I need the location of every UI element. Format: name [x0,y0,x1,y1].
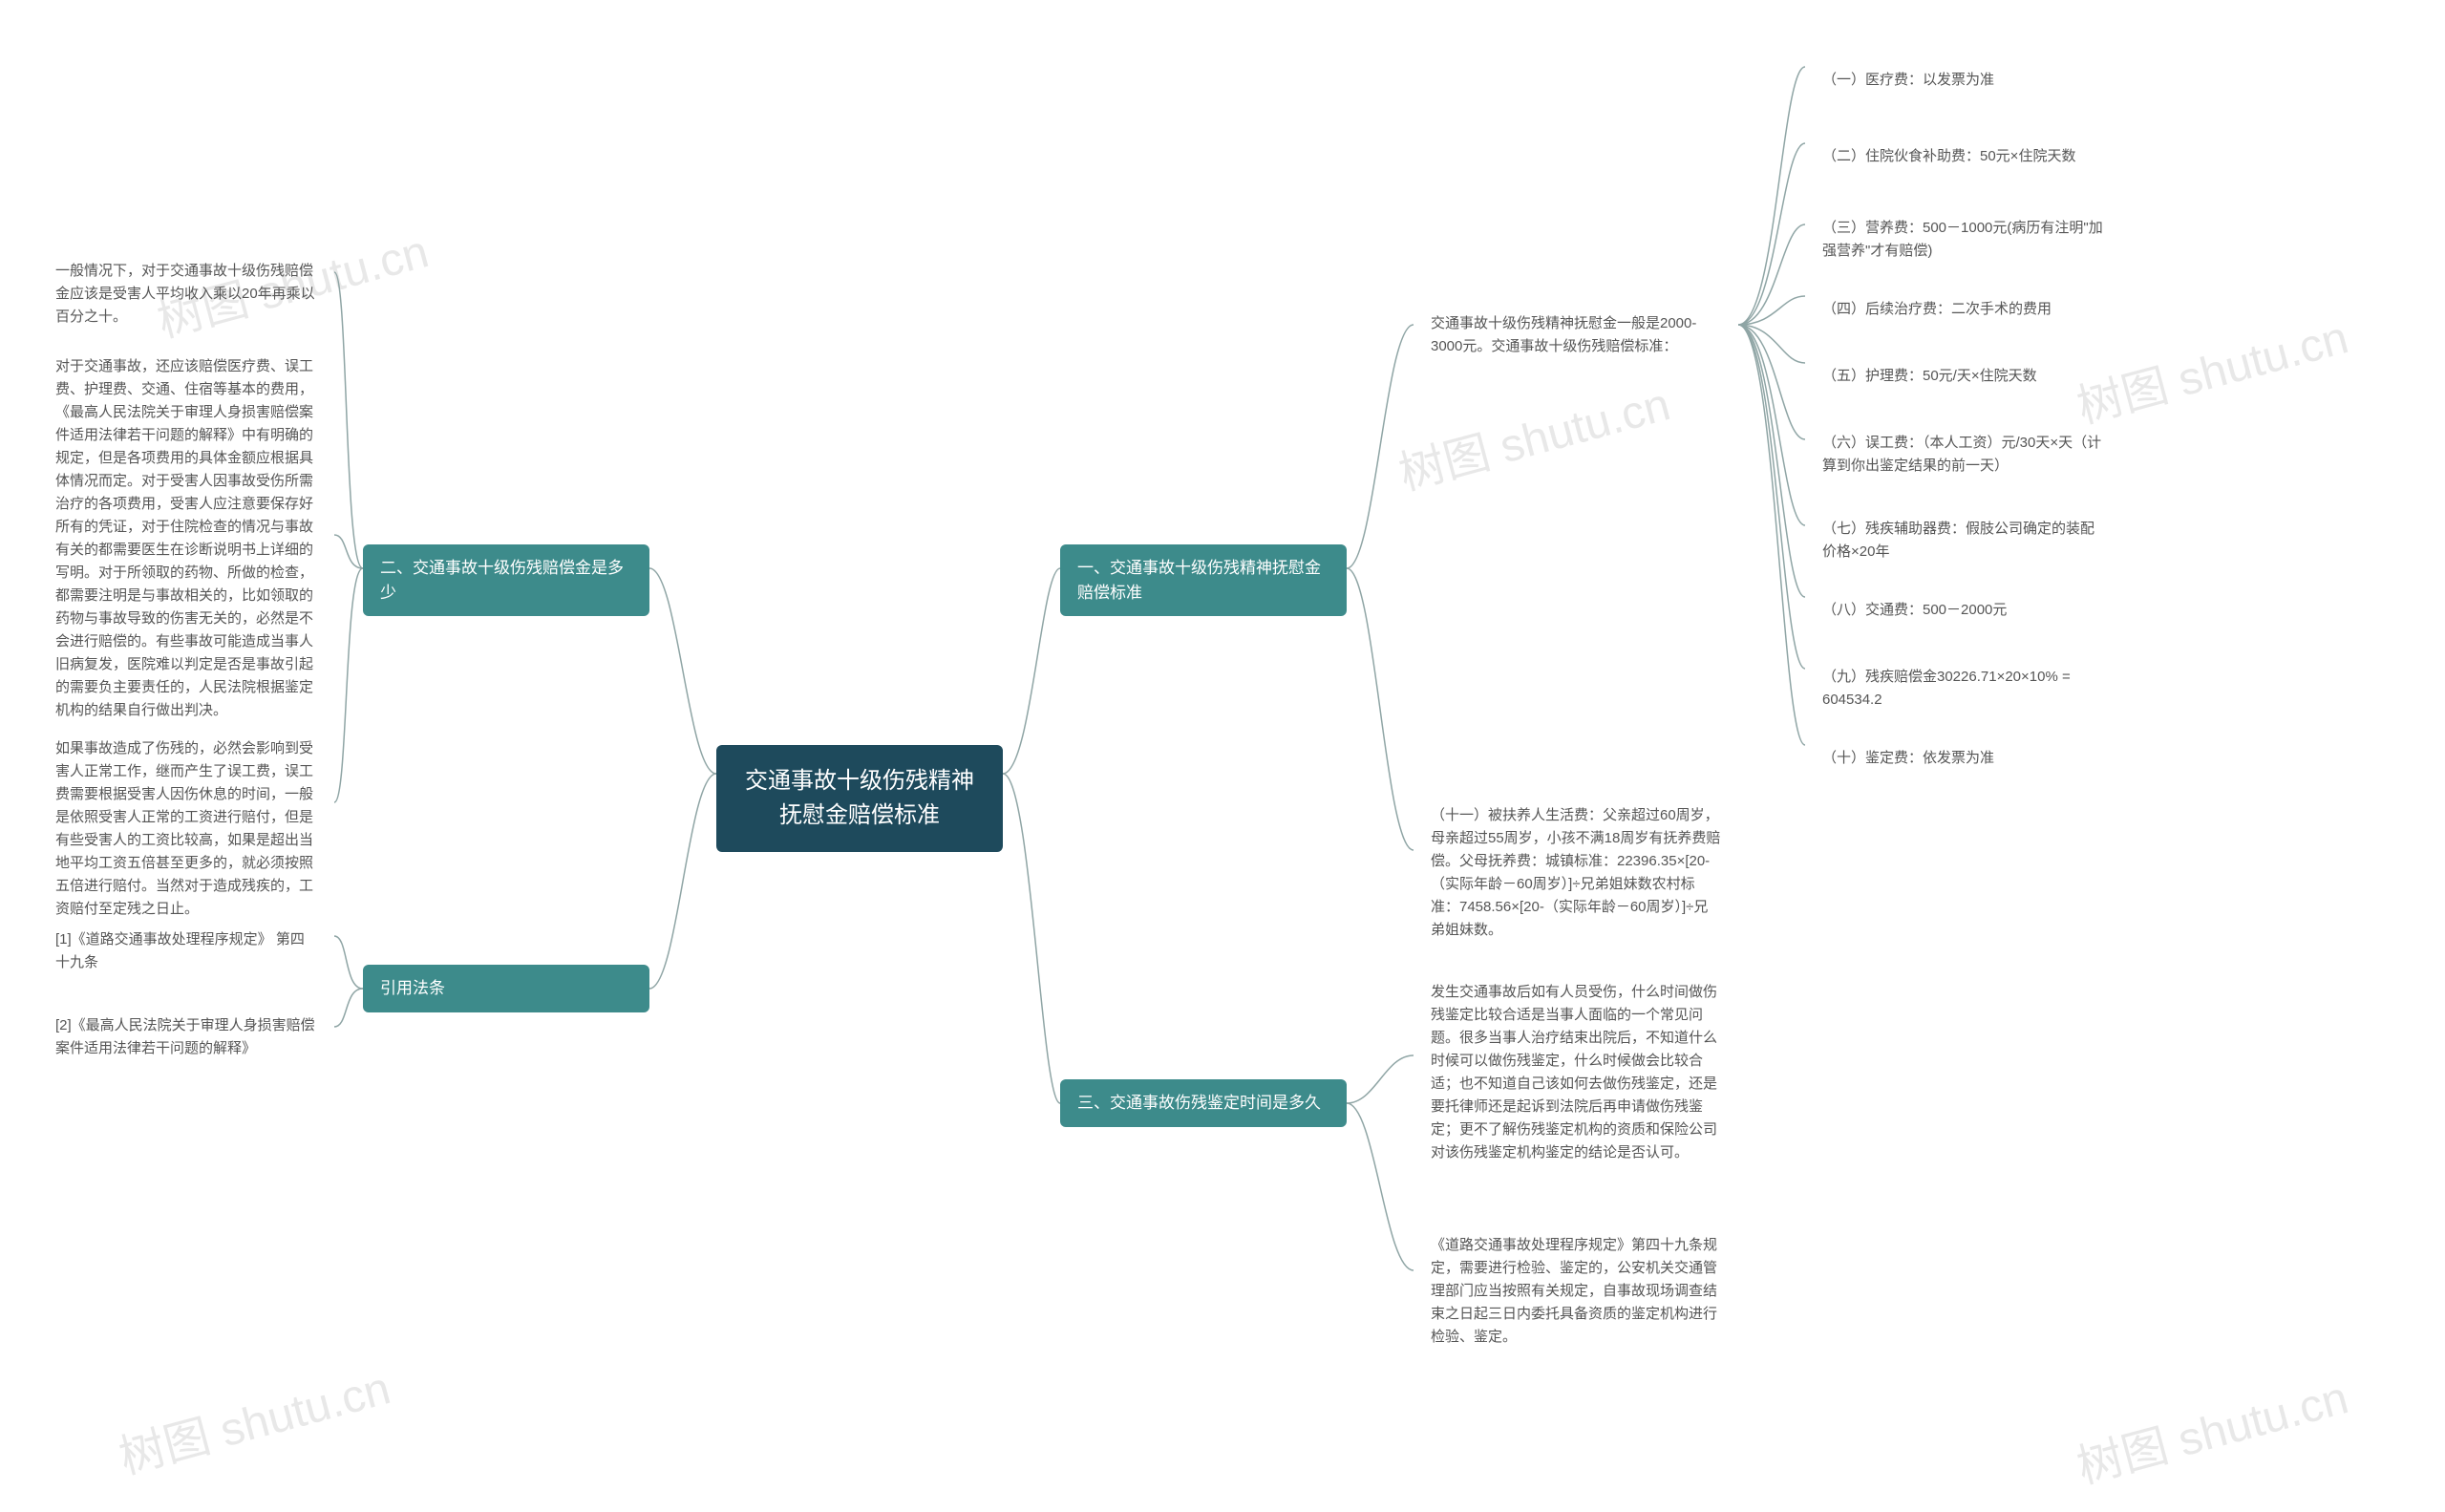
item-node: （一）医疗费：以发票为准 [1805,57,2120,103]
item-node: （三）营养费：500－1000元(病历有注明"加强营养"才有赔偿) [1805,205,2120,274]
branch-section-1[interactable]: 一、交通事故十级伤残精神抚慰金赔偿标准 [1060,544,1347,616]
branch-section-2[interactable]: 二、交通事故十级伤残赔偿金是多少 [363,544,649,616]
item-node: （七）残疾辅助器费：假肢公司确定的装配价格×20年 [1805,506,2120,575]
branch-citations[interactable]: 引用法条 [363,965,649,1012]
item-node: （六）误工费：（本人工资）元/30天×天（计算到你出鉴定结果的前一天） [1805,420,2120,489]
item-node: （五）护理费：50元/天×住院天数 [1805,353,2120,399]
item-node: （九）残疾赔偿金30226.71×20×10% = 604534.2 [1805,654,2120,723]
leaf-node: 《道路交通事故处理程序规定》第四十九条规定，需要进行检验、鉴定的，公安机关交通管… [1414,1223,1738,1360]
leaf-node: [1]《道路交通事故处理程序规定》 第四十九条 [38,917,334,986]
leaf-node: 发生交通事故后如有人员受伤，什么时间做伤残鉴定比较合适是当事人面临的一个常见问题… [1414,969,1738,1176]
watermark: 树图 shutu.cn [1391,367,1676,503]
item-node: （八）交通费：500－2000元 [1805,587,2120,633]
root-node[interactable]: 交通事故十级伤残精神抚慰金赔偿标准 [716,745,1003,852]
watermark: 树图 shutu.cn [2069,1360,2354,1497]
watermark: 树图 shutu.cn [111,1351,396,1487]
item-node: （二）住院伙食补助费：50元×住院天数 [1805,134,2120,180]
extra-node: （十一）被扶养人生活费：父亲超过60周岁，母亲超过55周岁，小孩不满18周岁有抚… [1414,793,1738,953]
branch-section-3[interactable]: 三、交通事故伤残鉴定时间是多久 [1060,1079,1347,1127]
item-node: （十）鉴定费：依发票为准 [1805,735,2120,781]
mindmap-canvas: 树图 shutu.cn 树图 shutu.cn 树图 shutu.cn 树图 s… [0,0,2445,1512]
leaf-node: [2]《最高人民法院关于审理人身损害赔偿案件适用法律若干问题的解释》 [38,1003,334,1072]
item-node: （四）后续治疗费：二次手术的费用 [1805,287,2120,332]
leaf-node: 对于交通事故，还应该赔偿医疗费、误工费、护理费、交通、住宿等基本的费用，《最高人… [38,344,334,734]
leaf-node: 一般情况下，对于交通事故十级伤残赔偿金应该是受害人平均收入乘以20年再乘以百分之… [38,248,334,340]
leaf-node: 如果事故造成了伤残的，必然会影响到受害人正常工作，继而产生了误工费，误工费需要根… [38,726,334,932]
sub-header-node: 交通事故十级伤残精神抚慰金一般是2000-3000元。交通事故十级伤残赔偿标准： [1414,301,1738,370]
